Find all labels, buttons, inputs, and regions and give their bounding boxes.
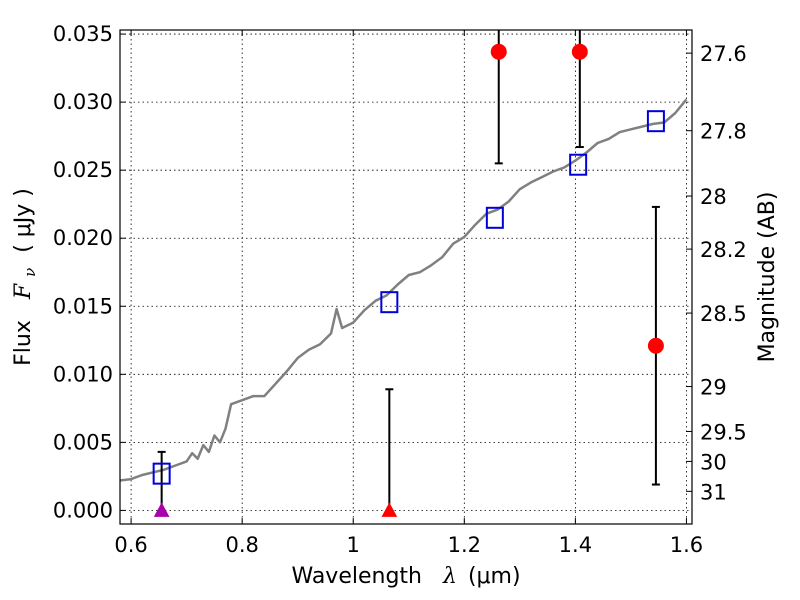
upper-limit-marker <box>381 502 398 517</box>
y-axis-label-unit: ( μJy ) <box>11 188 36 253</box>
y2-tick-label: 28.2 <box>700 238 747 262</box>
y-tick-label: 0.035 <box>53 22 113 46</box>
y2-tick-label: 29 <box>700 376 727 400</box>
y2-tick-label: 28.5 <box>700 302 747 326</box>
observed-point <box>571 43 588 60</box>
y2-tick-label: 28 <box>700 185 727 209</box>
y-tick-label: 0.015 <box>53 294 113 318</box>
x-tick-label: 1.4 <box>559 533 592 557</box>
y-axis-label: Flux F ν ( μJy ) <box>11 188 41 366</box>
y2-tick-label: 30 <box>700 450 727 474</box>
x-tick-label: 1.6 <box>670 533 703 557</box>
model-bandpass-point <box>569 153 588 176</box>
x-tick-label: 0.8 <box>225 533 258 557</box>
model-bandpass-point <box>152 462 171 485</box>
y-tick-label: 0.010 <box>53 362 113 386</box>
x-axis-label-text: Wavelength <box>291 564 422 589</box>
y-tick-label: 0.000 <box>53 498 113 522</box>
x-axis-label: Wavelength λ (μm) <box>291 564 520 589</box>
axes <box>119 29 693 525</box>
y-tick-label: 0.005 <box>53 430 113 454</box>
y-axis-label-symbol-sub: ν <box>21 268 39 277</box>
tick-layer: 0.6 0.8 1 1.2 1.4 1.6 0.000 0.005 0.010 0.015 0.02… <box>53 22 747 557</box>
observed-point <box>647 337 664 354</box>
x-tick-label: 1.2 <box>448 533 481 557</box>
plot-frame <box>119 29 693 525</box>
x-axis-label-unit: (μm) <box>468 564 521 589</box>
y2-tick-label: 29.5 <box>700 420 747 444</box>
observed-point <box>490 43 507 60</box>
y2-tick-label: 27.8 <box>700 120 747 144</box>
y2-tick-label: 31 <box>700 480 727 504</box>
upper-limit-marker <box>153 502 170 517</box>
y-tick-label: 0.025 <box>53 158 113 182</box>
y-tick-label: 0.020 <box>53 226 113 250</box>
y2-axis-label: Magnitude (AB) <box>755 192 780 363</box>
model-bandpass-point <box>380 291 399 314</box>
x-axis-label-symbol: λ <box>442 564 457 589</box>
y-axis-label-symbol: F <box>11 283 36 300</box>
data-layer <box>119 30 688 517</box>
x-tick-label: 1 <box>347 533 360 557</box>
model-bandpass-point <box>485 206 504 229</box>
y-tick-label: 0.030 <box>53 90 113 114</box>
y2-tick-label: 27.6 <box>700 42 747 66</box>
y-axis-label-text: Flux <box>11 320 36 366</box>
x-tick-label: 0.6 <box>114 533 147 557</box>
grid-lines <box>120 30 692 524</box>
model-spectrum-line <box>119 98 688 482</box>
model-bandpass-point <box>646 110 665 133</box>
